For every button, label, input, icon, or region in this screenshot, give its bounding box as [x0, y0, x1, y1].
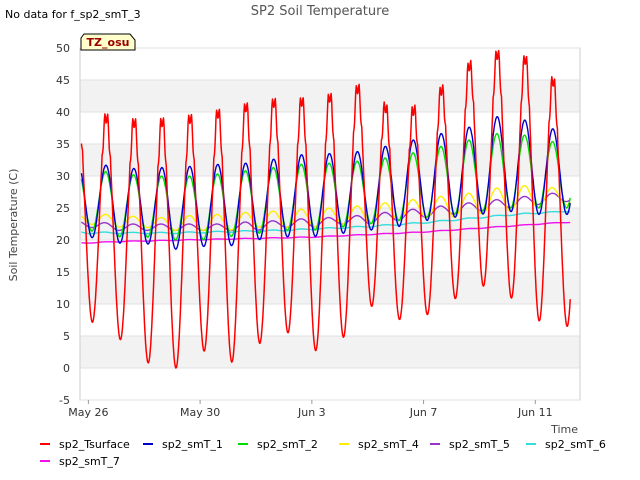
- plot-band: [80, 48, 580, 80]
- tz-badge: TZ_osu: [80, 33, 136, 51]
- y-tick-label: -5: [59, 394, 70, 407]
- legend-entry-sp2_smT_2: sp2_smT_2: [257, 438, 318, 451]
- no-data-note: No data for f_sp2_smT_3: [5, 8, 141, 21]
- plot-band: [80, 176, 580, 208]
- series-line-sp2_smT_1: [80, 115, 571, 250]
- y-tick-label: 40: [56, 106, 70, 119]
- x-axis-label: Time: [550, 423, 578, 436]
- y-tick-label: 10: [56, 298, 70, 311]
- x-tick-label: May 30: [180, 406, 220, 419]
- y-tick-label: 50: [56, 42, 70, 55]
- legend-entry-sp2_smT_5: sp2_smT_5: [449, 438, 510, 451]
- plot-band: [80, 240, 580, 272]
- y-tick-label: 30: [56, 170, 70, 183]
- series-lines: [80, 49, 571, 369]
- x-axis-ticks: May 26 May 30 Jun 3 Jun 7 Jun 11: [68, 400, 553, 419]
- tz-badge-label: TZ_osu: [87, 36, 130, 49]
- y-tick-label: 5: [63, 330, 70, 343]
- x-tick-label: Jun 7: [409, 406, 438, 419]
- legend-entry-sp2_smT_1: sp2_smT_1: [162, 438, 223, 451]
- x-tick-label: Jun 11: [517, 406, 553, 419]
- y-tick-label: 0: [63, 362, 70, 375]
- tz-badge-box: [80, 33, 136, 51]
- legend-entry-sp2_smT_4: sp2_smT_4: [358, 438, 419, 451]
- legend-entry-sp2_Tsurface: sp2_Tsurface: [59, 438, 130, 451]
- plot-band: [80, 112, 580, 144]
- y-tick-label: 25: [56, 202, 70, 215]
- y-tick-label: 45: [56, 74, 70, 87]
- x-tick-label: May 26: [68, 406, 108, 419]
- plot-band: [80, 336, 580, 368]
- y-tick-label: 15: [56, 266, 70, 279]
- y-axis-label: Soil Temperature (C): [7, 169, 20, 282]
- legend-entry-sp2_smT_7: sp2_smT_7: [59, 455, 120, 468]
- legend: sp2_Tsurface sp2_smT_1 sp2_smT_2 sp2_smT_4 s…: [40, 438, 606, 468]
- y-tick-label: 35: [56, 138, 70, 151]
- x-tick-label: Jun 3: [297, 406, 326, 419]
- plot-band: [80, 272, 580, 304]
- plot-bands: [80, 48, 580, 400]
- legend-entry-sp2_smT_6: sp2_smT_6: [545, 438, 606, 451]
- y-tick-label: 20: [56, 234, 70, 247]
- chart-title: SP2 Soil Temperature: [251, 4, 389, 19]
- plot-band: [80, 368, 580, 400]
- plot-band: [80, 304, 580, 336]
- series-line-sp2_Tsurface: [80, 49, 571, 369]
